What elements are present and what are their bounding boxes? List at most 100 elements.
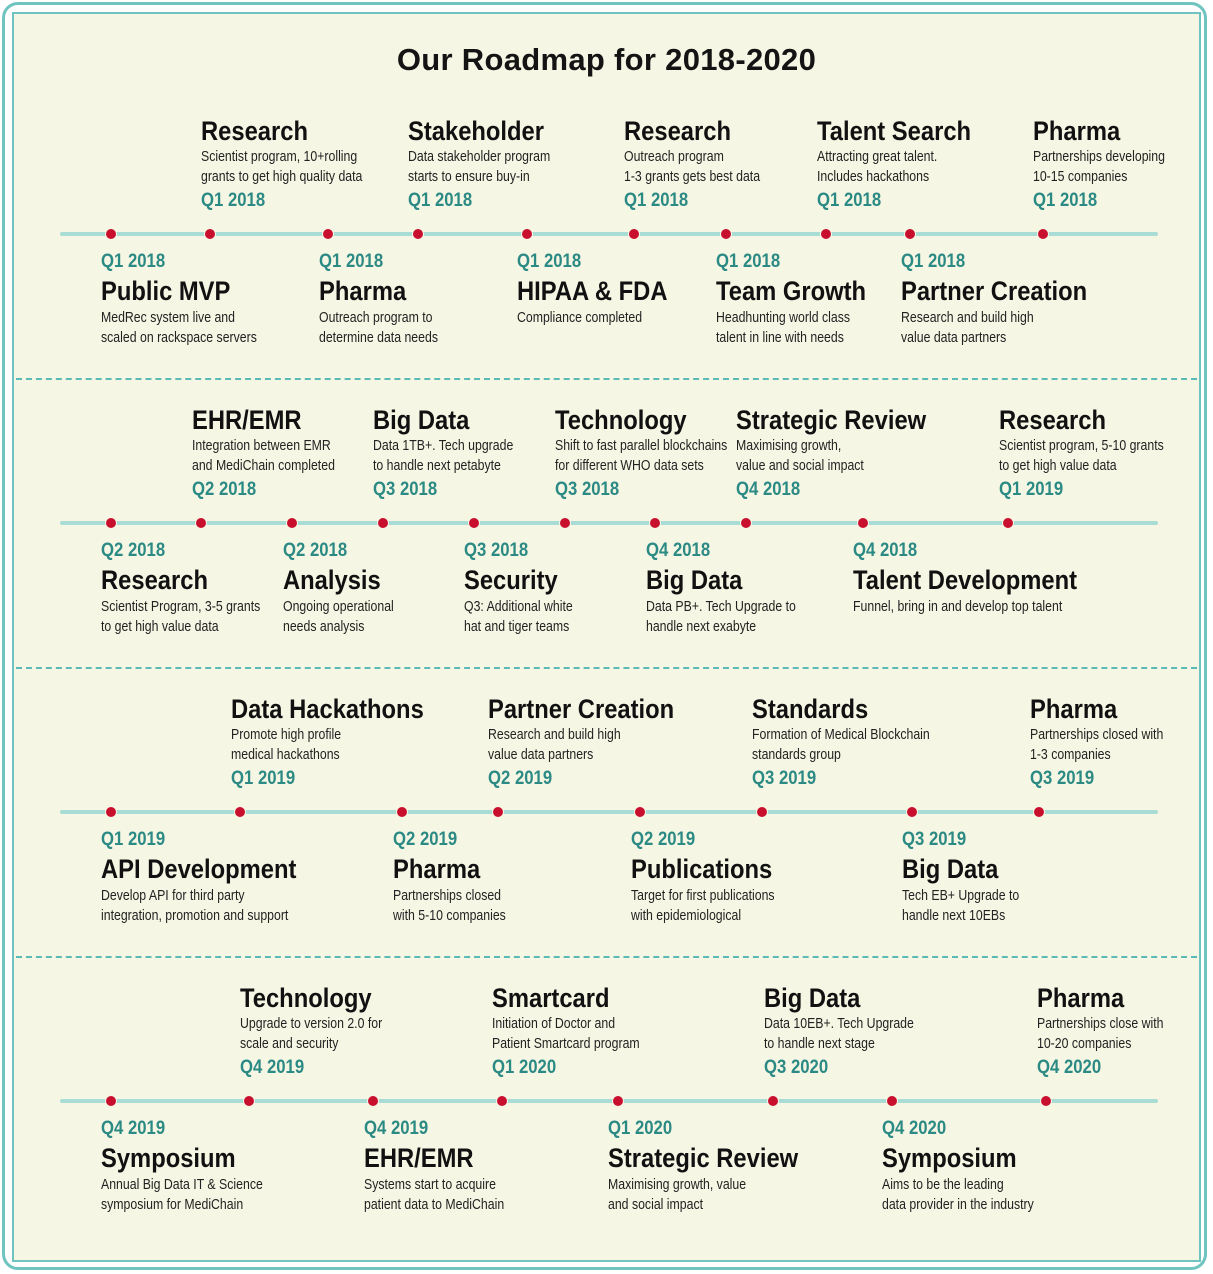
milestone-bottom: Q4 2018 Talent Development Funnel, bring i… bbox=[853, 539, 1108, 617]
timeline-dot bbox=[886, 1095, 898, 1107]
milestone-description: Systems start to acquire bbox=[364, 1176, 496, 1193]
milestone-heading: Talent Development bbox=[853, 565, 1078, 595]
milestone-heading: Research bbox=[999, 405, 1107, 435]
milestone-quarter: Q1 2018 bbox=[624, 190, 689, 211]
milestone-description: starts to ensure buy-in bbox=[408, 168, 530, 185]
milestone-quarter: Q4 2018 bbox=[646, 540, 711, 561]
milestone-quarter: Q3 2018 bbox=[373, 479, 438, 500]
milestone-heading: Symposium bbox=[882, 1143, 1017, 1173]
milestone-description: Upgrade to version 2.0 for bbox=[240, 1015, 383, 1032]
milestone-heading: Technology bbox=[555, 405, 687, 435]
milestone-description: Data stakeholder program bbox=[408, 148, 551, 165]
milestone-description: Partnerships closed bbox=[393, 887, 502, 904]
milestone-quarter: Q4 2018 bbox=[736, 479, 801, 500]
milestone-heading: Partner Creation bbox=[901, 276, 1088, 306]
section-divider bbox=[16, 378, 1197, 380]
timeline-line bbox=[60, 232, 1158, 236]
milestone-description: value data partners bbox=[901, 329, 1007, 346]
milestone-description: Research and build high bbox=[901, 309, 1034, 326]
milestone-top: Partner Creation Research and build high v… bbox=[488, 694, 700, 791]
milestone-description: MedRec system live and bbox=[101, 309, 235, 326]
milestone-description: Data 10EB+. Tech Upgrade bbox=[764, 1015, 914, 1032]
milestone-bottom: Q2 2019 Pharma Partnerships closed with 5-1… bbox=[393, 828, 531, 926]
milestone-quarter: Q1 2018 bbox=[901, 251, 966, 272]
milestone-heading: Research bbox=[201, 116, 309, 146]
milestone-description: needs analysis bbox=[283, 618, 365, 635]
timeline-dot bbox=[559, 517, 571, 529]
milestone-bottom: Q1 2020 Strategic Review Maximising growth… bbox=[608, 1117, 824, 1215]
timeline-dot bbox=[286, 517, 298, 529]
milestone-quarter: Q1 2019 bbox=[231, 768, 296, 789]
milestone-description: Annual Big Data IT & Science bbox=[101, 1176, 263, 1193]
milestone-heading: Pharma bbox=[1033, 116, 1121, 146]
milestone-heading: Pharma bbox=[1030, 694, 1118, 724]
milestone-quarter: Q3 2020 bbox=[764, 1057, 829, 1078]
milestone-top: Big Data Data 1TB+. Tech upgrade to handle… bbox=[373, 405, 544, 502]
milestone-description: 1-3 companies bbox=[1030, 746, 1111, 763]
timeline-dot bbox=[1037, 228, 1049, 240]
milestone-description: Partnerships close with bbox=[1037, 1015, 1164, 1032]
milestone-top: Strategic Review Maximising growth, value … bbox=[736, 405, 952, 502]
timeline-dot bbox=[105, 228, 117, 240]
milestone-description: Formation of Medical Blockchain bbox=[752, 726, 930, 743]
milestone-bottom: Q4 2020 Symposium Aims to be the leading da… bbox=[882, 1117, 1067, 1215]
milestone-top: Stakeholder Data stakeholder program start… bbox=[408, 116, 581, 213]
milestone-description: Maximising growth, value bbox=[608, 1176, 747, 1193]
milestone-top: Research Scientist program, 10+rolling gra… bbox=[201, 116, 398, 213]
milestone-description: Partnerships developing bbox=[1033, 148, 1165, 165]
milestone-description: to get high value data bbox=[101, 618, 219, 635]
milestone-top: Pharma Partnerships developing 10-15 compa… bbox=[1033, 116, 1194, 213]
milestone-description: standards group bbox=[752, 746, 841, 763]
milestone-description: grants to get high quality data bbox=[201, 168, 363, 185]
milestone-bottom: Q2 2018 Analysis Ongoing operational needs … bbox=[283, 539, 418, 637]
timeline-dot bbox=[367, 1095, 379, 1107]
timeline-dot bbox=[720, 228, 732, 240]
timeline-dot bbox=[740, 517, 752, 529]
timeline-line bbox=[60, 1099, 1158, 1103]
timeline-dot bbox=[204, 228, 216, 240]
milestone-quarter: Q4 2020 bbox=[1037, 1057, 1102, 1078]
milestone-quarter: Q2 2018 bbox=[101, 540, 166, 561]
milestone-description: Outreach program bbox=[624, 148, 724, 165]
milestone-heading: Public MVP bbox=[101, 276, 231, 306]
milestone-quarter: Q3 2018 bbox=[555, 479, 620, 500]
milestone-bottom: Q1 2018 Partner Creation Research and buil… bbox=[901, 250, 1113, 348]
milestone-description: handle next exabyte bbox=[646, 618, 757, 635]
timeline-dot bbox=[649, 517, 661, 529]
milestone-heading: API Development bbox=[101, 854, 297, 884]
milestone-heading: Technology bbox=[240, 983, 372, 1013]
milestone-description: Headhunting world class bbox=[716, 309, 851, 326]
milestone-quarter: Q4 2018 bbox=[853, 540, 918, 561]
milestone-heading: Big Data bbox=[373, 405, 470, 435]
milestone-bottom: Q4 2019 Symposium Annual Big Data IT & Sci… bbox=[101, 1117, 298, 1215]
milestone-description: Patient Smartcard program bbox=[492, 1035, 640, 1052]
section-divider bbox=[16, 667, 1197, 669]
milestone-description: Data 1TB+. Tech upgrade bbox=[373, 437, 514, 454]
milestone-top: Standards Formation of Medical Blockchain… bbox=[752, 694, 969, 791]
timeline-dot bbox=[243, 1095, 255, 1107]
milestone-description: to handle next petabyte bbox=[373, 457, 501, 474]
milestone-description: with 5-10 companies bbox=[393, 907, 506, 924]
timeline-dot bbox=[322, 228, 334, 240]
milestone-heading: Publications bbox=[631, 854, 773, 884]
milestone-bottom: Q1 2018 Pharma Outreach program to determin… bbox=[319, 250, 464, 348]
timeline-dot bbox=[857, 517, 869, 529]
milestone-quarter: Q1 2018 bbox=[1033, 190, 1098, 211]
milestone-description: Attracting great talent. bbox=[817, 148, 938, 165]
milestone-quarter: Q1 2018 bbox=[201, 190, 266, 211]
milestone-bottom: Q3 2019 Big Data Tech EB+ Upgrade to handle… bbox=[902, 828, 1045, 926]
milestone-description: value and social impact bbox=[736, 457, 864, 474]
milestone-quarter: Q1 2020 bbox=[608, 1118, 673, 1139]
milestone-description: data provider in the industry bbox=[882, 1196, 1034, 1213]
milestone-quarter: Q1 2018 bbox=[319, 251, 384, 272]
milestone-description: Research and build high bbox=[488, 726, 621, 743]
milestone-description: Partnerships closed with bbox=[1030, 726, 1164, 743]
milestone-description: 10-15 companies bbox=[1033, 168, 1128, 185]
milestone-quarter: Q4 2019 bbox=[240, 1057, 305, 1078]
milestone-description: Promote high profile bbox=[231, 726, 342, 743]
milestone-description: Q3: Additional white bbox=[464, 598, 573, 615]
timeline-dot bbox=[756, 806, 768, 818]
milestone-bottom: Q1 2018 Public MVP MedRec system live and s… bbox=[101, 250, 291, 348]
milestone-description: Funnel, bring in and develop top talent bbox=[853, 598, 1063, 615]
section-divider bbox=[16, 956, 1197, 958]
